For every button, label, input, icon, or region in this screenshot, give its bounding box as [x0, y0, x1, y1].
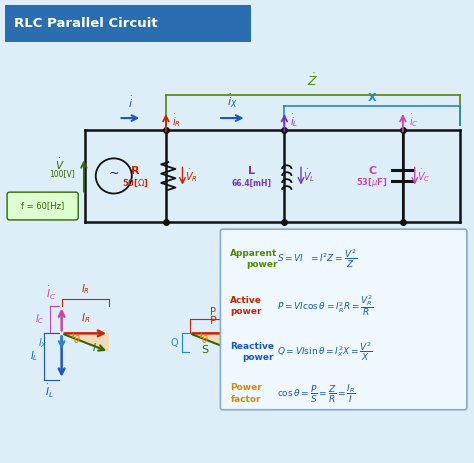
Text: ~: ~: [109, 167, 119, 180]
Text: $\dot{i}_C$: $\dot{i}_C$: [409, 112, 418, 129]
Text: RLC Parallel Circuit: RLC Parallel Circuit: [14, 17, 158, 30]
Text: $\cos\theta = \dfrac{P}{S} = \dfrac{Z}{R} = \dfrac{I_R}{I}$: $\cos\theta = \dfrac{P}{S} = \dfrac{Z}{R…: [277, 382, 356, 405]
Text: 100[V]: 100[V]: [50, 169, 75, 178]
Text: f = 60[Hz]: f = 60[Hz]: [21, 201, 64, 211]
Text: C: C: [368, 166, 376, 176]
Text: $\dot{V}$: $\dot{V}$: [55, 157, 65, 172]
Text: $S = VI$  $= I^2Z = \dfrac{V^2}{Z}$: $S = VI$ $= I^2Z = \dfrac{V^2}{Z}$: [277, 248, 357, 270]
Text: $I_C$: $I_C$: [35, 313, 44, 326]
Text: P: P: [210, 307, 216, 317]
Text: $I$: $I$: [92, 341, 97, 353]
Text: $\dot{i}$: $\dot{i}$: [128, 95, 133, 110]
Text: Active
power: Active power: [230, 295, 262, 316]
Polygon shape: [62, 333, 109, 352]
Text: $\dot{i}_X$: $\dot{i}_X$: [227, 93, 237, 110]
Text: 50[$\Omega$]: 50[$\Omega$]: [122, 177, 148, 188]
Text: S: S: [201, 344, 209, 355]
Text: L: L: [248, 166, 255, 176]
Text: Q: Q: [243, 338, 251, 348]
Text: $\dot{i}_L$: $\dot{i}_L$: [290, 112, 298, 129]
Text: Reactive
power: Reactive power: [230, 342, 274, 362]
Text: 66.4[mH]: 66.4[mH]: [231, 178, 271, 188]
Text: $\dot{Z}$: $\dot{Z}$: [307, 73, 319, 89]
Text: $\dot{V}_L$: $\dot{V}_L$: [303, 168, 316, 184]
FancyBboxPatch shape: [220, 229, 467, 410]
Polygon shape: [190, 333, 237, 352]
Text: Q: Q: [170, 338, 178, 348]
Text: P: P: [210, 316, 217, 326]
Text: X: X: [368, 93, 376, 103]
Text: 53[$\mu$F]: 53[$\mu$F]: [356, 176, 388, 189]
Text: $\dot{I}_L$: $\dot{I}_L$: [46, 383, 54, 400]
Text: $Q = VI\sin\theta = I_X^2X = \dfrac{V^2}{X}$: $Q = VI\sin\theta = I_X^2X = \dfrac{V^2}…: [277, 341, 373, 363]
Text: $\dot{I}_C$: $\dot{I}_C$: [46, 285, 56, 302]
Text: $I_R$: $I_R$: [81, 282, 90, 296]
Text: Power
factor: Power factor: [230, 383, 262, 404]
Text: $\dot{V}_R$: $\dot{V}_R$: [185, 168, 198, 184]
FancyBboxPatch shape: [5, 5, 251, 42]
Text: $P = VI\cos\theta = I_R^2R = \dfrac{V_R^2}{R}$: $P = VI\cos\theta = I_R^2R = \dfrac{V_R^…: [277, 293, 374, 318]
Text: $\theta$: $\theta$: [73, 333, 81, 345]
Text: $I_L$: $I_L$: [30, 350, 38, 363]
Text: Apparent
power: Apparent power: [230, 249, 277, 269]
Text: $I_R$: $I_R$: [81, 311, 90, 325]
Text: $\dot{i}_R$: $\dot{i}_R$: [172, 112, 181, 129]
Text: $\theta$: $\theta$: [201, 333, 209, 345]
FancyBboxPatch shape: [7, 192, 78, 220]
Text: $\dot{V}_C$: $\dot{V}_C$: [417, 168, 430, 184]
Text: R: R: [131, 166, 139, 176]
Text: $I_X$: $I_X$: [38, 336, 47, 350]
